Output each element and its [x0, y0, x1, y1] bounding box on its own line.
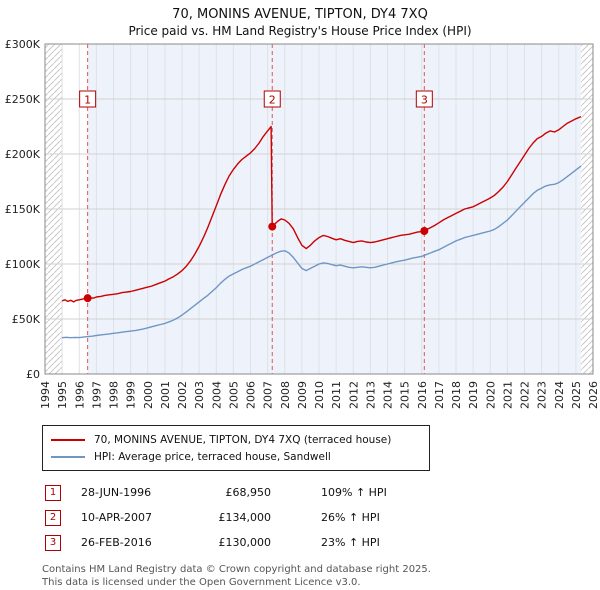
- svg-text:2011: 2011: [330, 381, 343, 409]
- svg-text:2009: 2009: [296, 381, 309, 409]
- sale-price-2: £134,000: [218, 511, 272, 524]
- svg-text:3: 3: [421, 94, 428, 107]
- svg-text:2023: 2023: [536, 381, 549, 409]
- svg-text:2002: 2002: [176, 381, 189, 409]
- legend-line-hpi: [51, 455, 85, 458]
- svg-text:2021: 2021: [501, 381, 514, 409]
- svg-text:2001: 2001: [159, 381, 172, 409]
- price-chart: 1 2 3 £0 £50K £100K £150K £200K £250K £300K 1994 19…: [5, 38, 600, 409]
- svg-text:2013: 2013: [364, 381, 377, 409]
- svg-text:2018: 2018: [450, 381, 463, 409]
- svg-text:£300K: £300K: [5, 39, 41, 51]
- svg-text:2003: 2003: [193, 381, 206, 409]
- svg-text:£150K: £150K: [5, 203, 41, 216]
- svg-text:£0: £0: [26, 368, 40, 381]
- legend-row-property: 70, MONINS AVENUE, TIPTON, DY4 7XQ (terr…: [51, 431, 421, 448]
- sale-row-1: 1 28-JUN-1996 £68,950 109% ↑ HPI: [0, 480, 600, 505]
- svg-text:1996: 1996: [73, 381, 86, 409]
- sales-table: 1 28-JUN-1996 £68,950 109% ↑ HPI 2 10-AP…: [0, 480, 600, 555]
- sale-price-1: £68,950: [225, 486, 272, 499]
- legend-label-property: 70, MONINS AVENUE, TIPTON, DY4 7XQ (terr…: [94, 433, 392, 446]
- svg-text:2014: 2014: [382, 381, 395, 409]
- svg-text:1999: 1999: [125, 381, 138, 409]
- sale-hpi-3: 23% ↑ HPI: [321, 536, 380, 549]
- svg-text:2012: 2012: [347, 381, 360, 409]
- svg-text:2006: 2006: [245, 381, 258, 409]
- chart-header: 70, MONINS AVENUE, TIPTON, DY4 7XQ Price…: [0, 0, 600, 39]
- svg-text:£200K: £200K: [5, 148, 41, 161]
- legend-label-hpi: HPI: Average price, terraced house, Sand…: [94, 450, 331, 463]
- svg-text:2022: 2022: [519, 381, 532, 409]
- svg-text:2020: 2020: [484, 381, 497, 409]
- page-title: 70, MONINS AVENUE, TIPTON, DY4 7XQ: [172, 7, 428, 22]
- svg-text:2015: 2015: [399, 381, 412, 409]
- svg-text:2019: 2019: [467, 381, 480, 409]
- svg-text:1997: 1997: [90, 381, 103, 409]
- sale-marker-1: 1: [45, 484, 61, 501]
- svg-text:2004: 2004: [210, 381, 223, 409]
- svg-text:2016: 2016: [416, 381, 429, 409]
- sale-date-1: 28-JUN-1996: [81, 486, 152, 499]
- svg-text:£100K: £100K: [5, 258, 41, 271]
- chart-legend: 70, MONINS AVENUE, TIPTON, DY4 7XQ (terr…: [42, 425, 430, 471]
- svg-text:2000: 2000: [142, 381, 155, 409]
- sale-marker-3: 3: [45, 534, 61, 551]
- svg-text:1994: 1994: [39, 381, 52, 409]
- svg-text:£250K: £250K: [5, 93, 41, 106]
- svg-text:2007: 2007: [262, 381, 275, 409]
- footer-line-2: This data is licensed under the Open Gov…: [42, 577, 361, 588]
- svg-text:1995: 1995: [56, 381, 69, 409]
- license-footer: Contains HM Land Registry data © Crown c…: [42, 563, 600, 589]
- svg-text:2025: 2025: [570, 381, 583, 409]
- sale-marker-2: 2: [45, 509, 61, 526]
- legend-row-hpi: HPI: Average price, terraced house, Sand…: [51, 448, 421, 465]
- svg-text:2: 2: [269, 94, 276, 107]
- sale-date-2: 10-APR-2007: [81, 511, 153, 524]
- svg-text:2024: 2024: [553, 381, 566, 409]
- sale-row-3: 3 26-FEB-2016 £130,000 23% ↑ HPI: [0, 530, 600, 555]
- footer-line-1: Contains HM Land Registry data © Crown c…: [42, 564, 431, 575]
- svg-text:2010: 2010: [313, 381, 326, 409]
- sale-date-3: 26-FEB-2016: [81, 536, 152, 549]
- svg-text:2008: 2008: [279, 381, 292, 409]
- sale-price-3: £130,000: [218, 536, 272, 549]
- svg-text:2026: 2026: [587, 381, 600, 409]
- sale-hpi-2: 26% ↑ HPI: [321, 511, 380, 524]
- svg-text:1998: 1998: [108, 381, 121, 409]
- svg-text:£50K: £50K: [12, 313, 41, 326]
- legend-line-property: [51, 438, 85, 441]
- svg-text:1: 1: [84, 94, 91, 107]
- sale-row-2: 2 10-APR-2007 £134,000 26% ↑ HPI: [0, 505, 600, 530]
- svg-text:2017: 2017: [433, 381, 446, 409]
- svg-text:2005: 2005: [227, 381, 240, 409]
- sale-hpi-1: 109% ↑ HPI: [321, 486, 387, 499]
- page-subtitle: Price paid vs. HM Land Registry's House …: [128, 24, 472, 38]
